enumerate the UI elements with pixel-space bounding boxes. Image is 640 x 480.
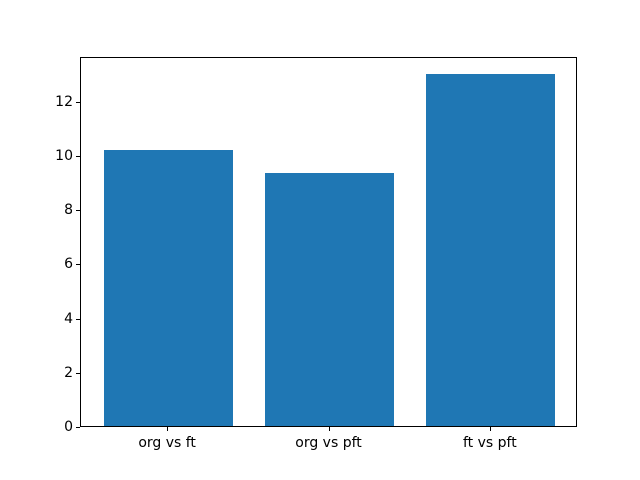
x-tick-mark [489, 427, 491, 431]
bar-org-vs-ft [103, 149, 233, 426]
y-tick-mark [76, 372, 80, 374]
x-tick-mark [167, 427, 169, 431]
y-tick-mark [76, 210, 80, 212]
bar-ft-vs-pft [426, 73, 556, 426]
x-tick-label: org vs ft [138, 435, 196, 451]
y-tick-label: 0 [64, 419, 73, 435]
y-tick-label: 10 [55, 147, 73, 164]
bar-org-vs-pft [264, 172, 395, 426]
x-tick-mark [328, 427, 330, 431]
y-tick-mark [76, 264, 80, 266]
x-tick-label: ft vs pft [463, 435, 517, 451]
y-tick-label: 4 [64, 310, 73, 327]
y-tick-label: 2 [64, 364, 73, 381]
y-tick-label: 6 [64, 256, 73, 273]
y-tick-mark [76, 101, 80, 103]
y-tick-label: 12 [55, 93, 73, 110]
y-tick-mark [76, 318, 80, 320]
y-tick-mark [76, 427, 80, 428]
plot-area [80, 57, 577, 427]
y-tick-mark [76, 155, 80, 157]
y-tick-label: 8 [64, 202, 73, 219]
x-tick-label: org vs pft [295, 435, 362, 451]
